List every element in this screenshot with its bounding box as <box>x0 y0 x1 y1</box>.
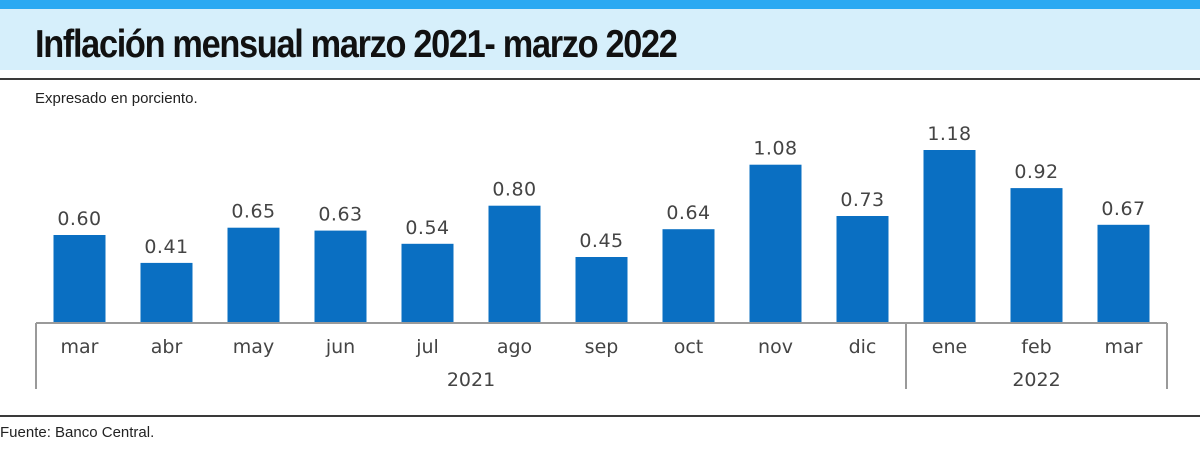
bar-nov <box>749 164 802 323</box>
value-label: 1.18 <box>927 123 971 145</box>
category-label: nov <box>758 336 793 358</box>
category-label: oct <box>674 336 704 358</box>
source-note: Fuente: Banco Central. <box>0 424 155 441</box>
value-label: 1.08 <box>753 138 797 160</box>
category-label: mar <box>61 336 99 358</box>
value-label: 0.45 <box>579 230 623 252</box>
category-label: mar <box>1105 336 1143 358</box>
bar-may <box>227 227 280 323</box>
bottom-rule <box>0 415 1200 417</box>
chart-title: Inflación mensual marzo 2021- marzo 2022 <box>35 23 678 66</box>
value-label: 0.67 <box>1101 198 1145 220</box>
year-label: 2022 <box>1012 369 1060 391</box>
value-label: 0.92 <box>1014 161 1058 183</box>
category-label: jul <box>415 336 439 358</box>
bar-sep <box>575 257 628 323</box>
bar-feb <box>1010 188 1063 323</box>
bar-chart: 0.60 mar 0.41 abr 0.65 may 0.63 jun 0.54 jul 0.80 a… <box>35 123 1168 391</box>
chart-subtitle: Expresado en porciento. <box>35 90 198 107</box>
value-label: 0.60 <box>57 208 101 230</box>
value-label: 0.64 <box>666 202 710 224</box>
category-label: ago <box>497 336 532 358</box>
bar-ago <box>488 205 541 323</box>
year-label: 2021 <box>447 369 495 391</box>
bar-dic <box>836 216 889 323</box>
value-label: 0.73 <box>840 189 884 211</box>
category-label: ene <box>932 336 967 358</box>
category-label: abr <box>151 336 183 358</box>
bar-jun <box>314 230 367 323</box>
value-label: 0.54 <box>405 217 449 239</box>
value-label: 0.41 <box>144 236 188 258</box>
bar-jul <box>401 243 454 323</box>
bar-mar <box>53 235 106 323</box>
title-band: Inflación mensual marzo 2021- marzo 2022 <box>0 9 1200 70</box>
category-label: may <box>233 336 274 358</box>
category-label: dic <box>849 336 877 358</box>
bar-ene <box>923 150 976 323</box>
category-label: sep <box>585 336 619 358</box>
category-label: jun <box>325 336 355 358</box>
top-rule <box>0 78 1200 80</box>
category-label: feb <box>1021 336 1051 358</box>
value-label: 0.63 <box>318 204 362 226</box>
bar-oct <box>662 229 715 323</box>
value-label: 0.65 <box>231 201 275 223</box>
bar-abr <box>140 262 193 323</box>
top-accent-bar <box>0 0 1200 9</box>
bar-mar <box>1097 224 1150 323</box>
value-label: 0.80 <box>492 179 536 201</box>
